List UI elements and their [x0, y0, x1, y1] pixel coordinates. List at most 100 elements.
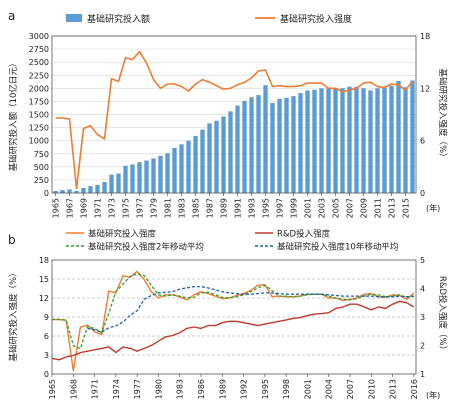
panel-a-bar — [151, 158, 156, 193]
panel-a-legend-label-bars: 基础研究投入额 — [87, 13, 150, 25]
panel-a-bar — [116, 173, 121, 193]
panel-a-y-right-tick-label: 6 — [420, 137, 425, 146]
panel-a-bar — [249, 97, 254, 193]
panel-a-bar — [368, 90, 373, 193]
panel-b-y-left-tick-label: 6 — [44, 332, 49, 341]
panel-b-x-tick-label: 1989 — [218, 379, 227, 399]
panel-a-y-left-tick-label: 0 — [44, 189, 49, 198]
panel-b-x-tick-label: 1992 — [240, 379, 249, 399]
panel-a-bar — [228, 111, 233, 193]
panel-a-bar — [88, 186, 93, 193]
panel-b-x-tick-label: 1974 — [112, 379, 121, 399]
panel-a-bar — [396, 81, 401, 193]
panel-b-rd-intensity-line — [51, 300, 415, 361]
panel-a-bar — [193, 135, 198, 193]
panel-b-y-left-tick-label: 12 — [39, 294, 49, 303]
panel-a-bar — [123, 165, 128, 193]
panel-a-bar — [179, 144, 184, 193]
panel-a-chart: 0 250 500 750 1000 1250 1500 1750 2000 2250 2500 27… — [8, 13, 448, 218]
panel-a-bar — [172, 147, 177, 193]
panel-b-y-right-tick-label: 3 — [420, 313, 425, 322]
panel-a-x-tick-label: 1965 — [52, 198, 61, 218]
panel-b-x-tick-label: 1983 — [176, 379, 185, 399]
panel-a-y-left-tick-label: 3000 — [29, 32, 49, 41]
panel-a-plot-frame — [51, 35, 417, 194]
panel-a-x-tick-label: 1967 — [66, 198, 75, 218]
panel-a-bar — [319, 88, 324, 193]
panel-a-x-tick-label: 1987 — [206, 198, 215, 218]
panel-a-bar — [200, 129, 205, 193]
panel-b-y-right-tick-label: 4 — [420, 285, 425, 294]
panel-a-bar — [389, 85, 394, 193]
panel-b-x-tick-label: 2013 — [389, 379, 398, 399]
panel-label-b: b — [8, 233, 16, 247]
panel-a-bar — [347, 86, 352, 193]
panel-b-y-right-tick-label: 2 — [420, 342, 425, 351]
panel-a-y-right-tick-label: 18 — [420, 32, 430, 41]
panel-a-x-tick-label: 1985 — [192, 198, 201, 218]
panel-a-bar — [186, 140, 191, 193]
panel-a-x-tick-label: 1981 — [164, 198, 173, 218]
panel-a-bar — [81, 188, 86, 193]
panel-b-10yr-moving-average-line — [87, 285, 414, 333]
panel-b-x-tick-label: 1968 — [69, 379, 78, 399]
panel-a-bar — [375, 88, 380, 193]
panel-a-y-left-tick-label: 1000 — [29, 137, 49, 146]
panel-b-x-tick-label: 2016 — [410, 379, 419, 399]
panel-a-x-tick-label: 1999 — [290, 198, 299, 218]
panel-a-bar — [312, 89, 317, 193]
panel-a-x-tick-label: 1991 — [234, 198, 243, 218]
panel-b-x-tick-label: 1998 — [282, 379, 291, 399]
panel-a-bar — [242, 100, 247, 193]
panel-b-x-tick-label: 1971 — [91, 379, 100, 399]
panel-a-bar — [221, 116, 226, 193]
panel-a-y-left-tick-label: 250 — [34, 176, 49, 185]
panel-a-bars — [53, 80, 415, 193]
panel-a-bar — [74, 190, 79, 193]
panel-b-y-right-tick-label: 1 — [420, 370, 425, 379]
panel-a-legend-swatch-bars — [66, 14, 82, 22]
panel-a-bar — [326, 88, 331, 193]
panel-a-x-tick-label: 1989 — [220, 198, 229, 218]
panel-a-legend: 基础研究投入额 基础研究投入强度 — [66, 13, 352, 25]
panel-a-bar — [235, 105, 240, 193]
panel-a-x-tick-label: 1977 — [136, 198, 145, 218]
panel-b-legend-label: 基础研究投入强度2年移动平均 — [88, 242, 204, 253]
panel-a-bar — [214, 120, 219, 193]
panel-b-grid — [52, 278, 416, 356]
panel-b-x-tick-label: 2010 — [367, 379, 376, 399]
panel-b-x-tick-label: 2001 — [303, 379, 312, 399]
panel-a-x-tick-label: 1979 — [150, 198, 159, 218]
panel-b-x-tick-label: 1965 — [48, 379, 57, 399]
panel-a-x-tick-label: 2015 — [402, 198, 411, 218]
panel-a-x-tick-label: 2001 — [304, 198, 313, 218]
panel-b-y-left-tick-label: 15 — [39, 275, 49, 284]
panel-a-bar — [144, 160, 149, 193]
panel-a-x-tick-label: 2013 — [388, 198, 397, 218]
panel-a-bar — [305, 90, 310, 193]
panel-b-y-left-tick-label: 9 — [44, 313, 49, 322]
panel-a-bar — [291, 96, 296, 193]
panel-a-x-tick-label: 1975 — [122, 198, 131, 218]
panel-b-y-left-tick-label: 18 — [39, 256, 49, 265]
panel-a-bar — [67, 189, 72, 193]
panel-a-y-left-tick-label: 750 — [34, 150, 49, 159]
panel-a-x-tick-label: 1973 — [108, 198, 117, 218]
panel-a-bar — [270, 102, 275, 193]
panel-a-x-tick-label: 2003 — [318, 198, 327, 218]
panel-a-axes: 0 250 500 750 1000 1250 1500 1750 2000 2250 2500 27… — [29, 32, 431, 218]
panel-a-bar — [130, 164, 135, 193]
panel-a-bar — [158, 155, 163, 193]
panel-a-bar — [410, 80, 415, 193]
panel-a-bar — [137, 162, 142, 193]
panel-b-y-left-tick-label: 3 — [44, 351, 49, 360]
panel-a-bar — [109, 174, 114, 193]
panel-a-x-tick-label: 2011 — [374, 198, 383, 218]
panel-b-y-axis-label-right: R&D投入强度（%） — [437, 276, 448, 354]
panel-a-bar — [277, 98, 282, 193]
panel-b-plot-frame — [51, 259, 417, 375]
panel-b-legend-label: 基础研究投入强度 — [88, 229, 157, 240]
panel-b-legend-label: 基础研究投入强度10年移动平均 — [277, 242, 398, 253]
panel-a-y-right-tick-label: 12 — [420, 84, 430, 93]
